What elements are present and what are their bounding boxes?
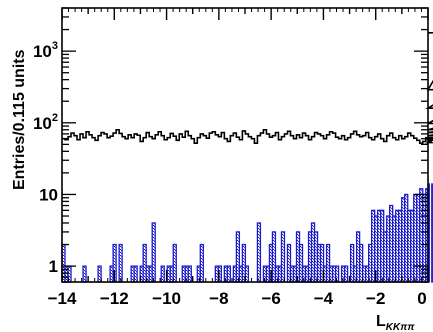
hatched-bin (428, 183, 430, 283)
hatched-bin (280, 231, 286, 283)
x-tick-label: 0 (417, 289, 426, 308)
hatched-bin (431, 183, 433, 283)
hatched-bin (151, 222, 156, 283)
y-tick-label: 10 (39, 185, 58, 204)
hatched-bin (343, 265, 349, 283)
hatched-bin (244, 265, 250, 283)
x-tick-label: −8 (209, 289, 228, 308)
y-tick-label: 102 (33, 112, 58, 133)
x-tick-label: −12 (100, 289, 129, 308)
hatched-bin (82, 265, 87, 283)
hatched-bin (199, 243, 204, 283)
hatched-bin (187, 265, 192, 283)
hatched-blue-histogram (61, 183, 433, 283)
y-axis-label: Entries/0.115 units (11, 49, 28, 190)
hatched-bin (256, 222, 262, 283)
hatched-bin (133, 265, 138, 283)
x-tick-label: −4 (314, 289, 334, 308)
y-tick-label: 103 (33, 40, 58, 61)
x-tick-label: −6 (261, 289, 280, 308)
hatched-bin (160, 265, 165, 283)
x-axis-ticks: −14 −12 −10 −8 −6 −4 −2 0 (48, 8, 429, 308)
x-tick-label: −2 (366, 289, 385, 308)
x-axis-label-subscript: KKππ (386, 322, 416, 332)
hatched-bin (172, 243, 177, 283)
x-axis-label: LKKππ (376, 313, 415, 332)
x-tick-label: −14 (48, 289, 77, 308)
x-axis-label-main: L (376, 313, 386, 330)
y-axis-ticks: 1 10 102 103 (33, 7, 428, 283)
y-tick-label: 1 (49, 257, 58, 276)
x-tick-label: −10 (152, 289, 181, 308)
black-outline-histogram (62, 32, 433, 144)
hatched-bin (118, 243, 123, 283)
hatched-bin (97, 265, 102, 283)
hatched-bin (226, 265, 232, 283)
